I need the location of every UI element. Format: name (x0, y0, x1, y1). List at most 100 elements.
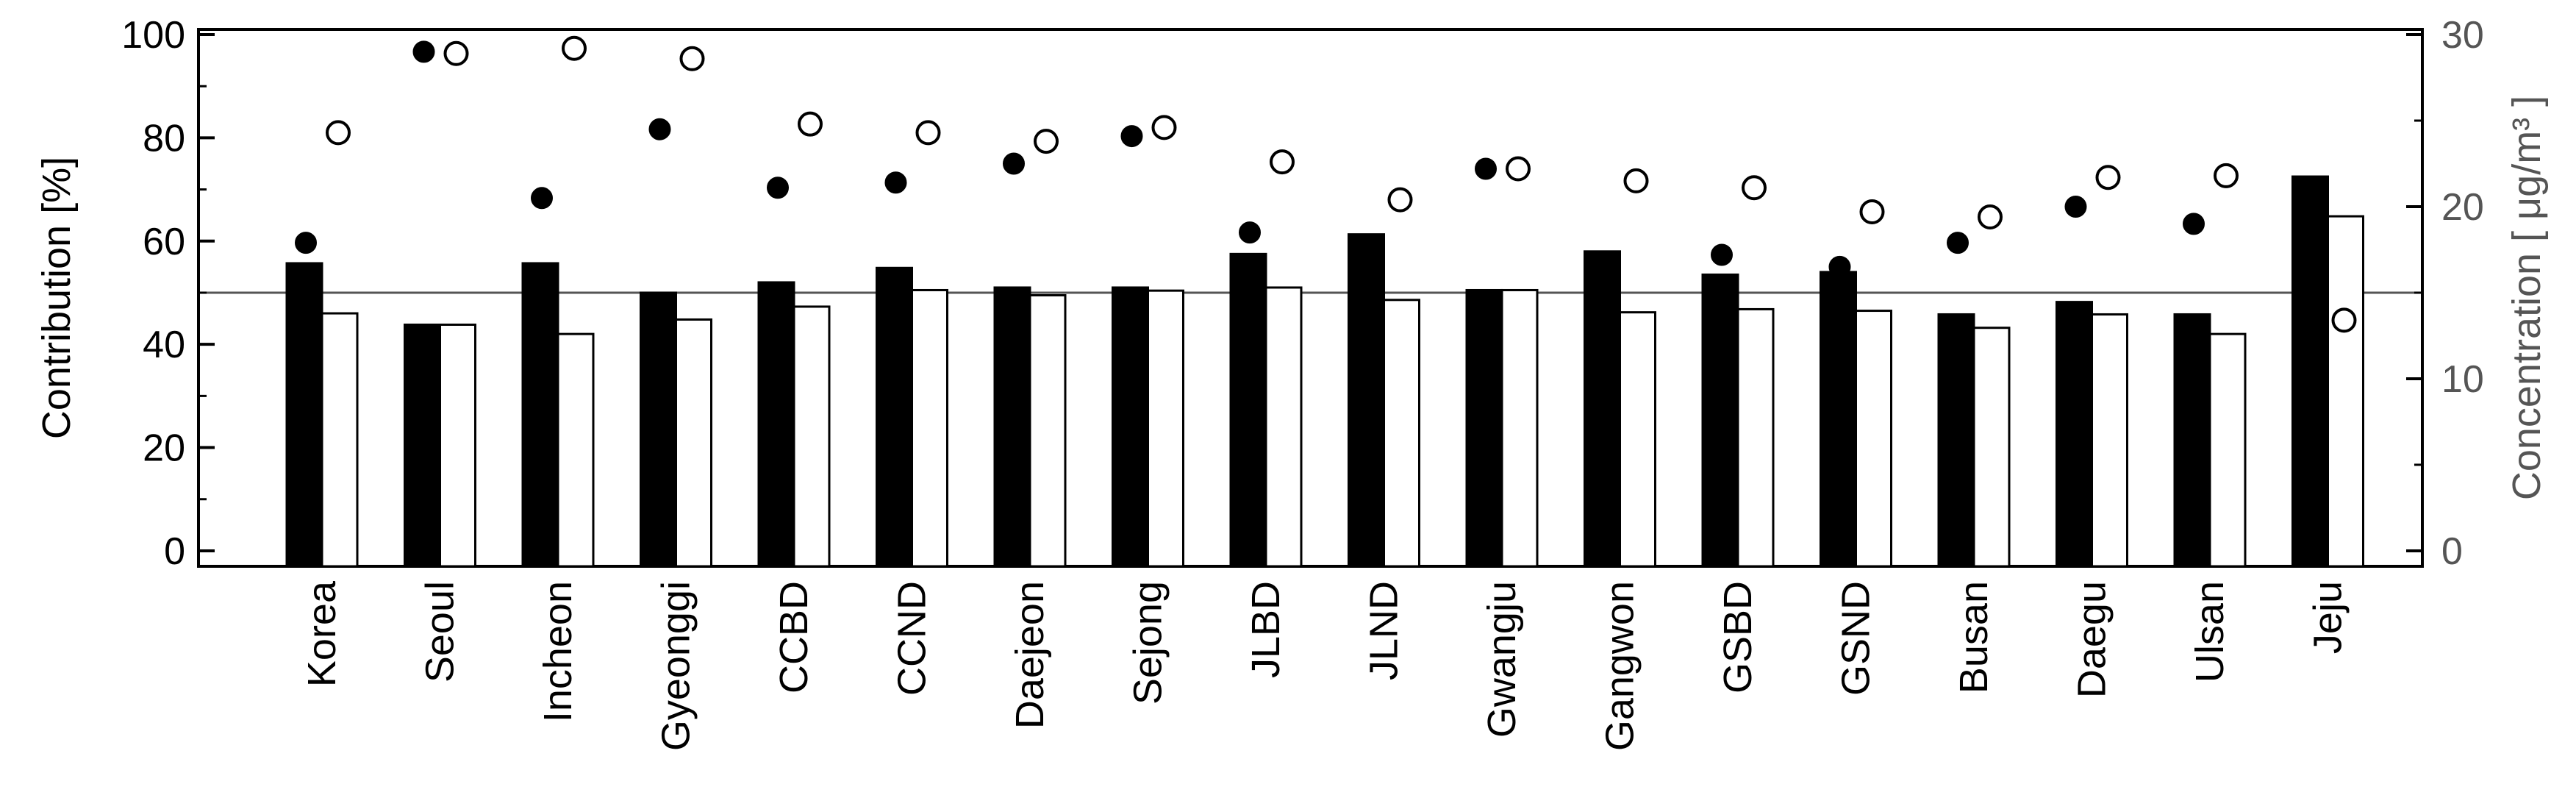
plot-frame (197, 28, 2424, 568)
bar-black-korea (285, 262, 323, 568)
bar-black-ccbd (757, 281, 795, 568)
bar-black-incheon (521, 262, 559, 568)
marker-filled-ccbd (767, 177, 789, 199)
y-left-title: Contribution [%] (35, 157, 79, 439)
bar-white-ccbd (793, 305, 831, 568)
category-label-ulsan: Ulsan (2188, 581, 2232, 683)
bar-white-gsnd (1855, 310, 1892, 568)
left-tick-label: 80 (143, 117, 185, 160)
left-tick-label: 100 (121, 14, 185, 57)
category-label-daejeon: Daejeon (1008, 581, 1052, 729)
marker-open-jlbd (1270, 149, 1295, 175)
category-label-gwangju: Gwangju (1480, 581, 1524, 738)
marker-filled-gwangju (1475, 157, 1497, 180)
bar-white-busan (1972, 327, 2011, 568)
left-tick-label: 60 (143, 221, 185, 263)
right-tick-label: 10 (2441, 358, 2484, 401)
bar-white-ccnd (911, 288, 948, 568)
marker-open-daegu (2095, 165, 2121, 190)
marker-open-daejeon (1034, 129, 1059, 154)
bar-white-gyeonggi (675, 318, 712, 568)
bar-white-seoul (439, 324, 476, 568)
bar-black-jlbd (1229, 252, 1267, 568)
bar-white-korea (321, 312, 359, 568)
marker-filled-daegu (2064, 195, 2087, 218)
bar-white-gwangju (1500, 288, 1539, 568)
marker-open-ulsan (2214, 163, 2239, 188)
marker-filled-seoul (412, 40, 435, 63)
category-label-busan: Busan (1952, 581, 1996, 694)
right-axis-ticks: 0 10 20 30 (2406, 14, 2484, 573)
marker-open-sejong (1151, 115, 1177, 140)
marker-open-busan (1978, 204, 2003, 230)
category-label-daegu: Daegu (2070, 581, 2114, 698)
marker-open-gangwon (1623, 168, 1649, 193)
marker-open-gyeonggi (679, 46, 705, 71)
bar-black-gwangju (1465, 288, 1503, 568)
category-label-sejong: Sejong (1126, 581, 1170, 705)
bar-black-jeju (2291, 175, 2329, 568)
bar-black-busan (1937, 313, 1975, 568)
bar-white-sejong (1147, 289, 1184, 568)
category-label-ccnd: CCND (890, 581, 934, 696)
marker-filled-gsnd (1828, 255, 1851, 278)
bar-black-daejeon (993, 286, 1031, 568)
category-label-gsbd: GSBD (1716, 581, 1760, 694)
left-tick-label: 20 (143, 427, 185, 470)
category-label-gsnd: GSND (1834, 581, 1878, 696)
bar-white-jlbd (1264, 286, 1303, 568)
category-label-gangwon: Gangwon (1598, 581, 1642, 751)
marker-open-jeju (2331, 307, 2357, 333)
marker-filled-gsbd (1711, 243, 1733, 266)
bar-white-daegu (2091, 313, 2128, 568)
y-right-title: Concentration [ μg/m³ ] (2505, 96, 2549, 500)
category-label-incheon: Incheon (536, 581, 580, 722)
bar-white-daejeon (1028, 293, 1067, 568)
marker-filled-busan (1947, 232, 1969, 254)
bar-black-ccnd (876, 266, 913, 568)
bar-black-gyeonggi (640, 291, 677, 568)
bar-black-gsnd (1820, 271, 1857, 568)
left-axis-ticks: 0 20 40 60 80 100 (121, 14, 215, 573)
bar-white-jeju (2327, 215, 2364, 568)
marker-filled-ccnd (884, 171, 907, 194)
marker-filled-sejong (1120, 125, 1143, 148)
category-label-jlbd: JLBD (1244, 581, 1288, 678)
right-tick-label: 30 (2441, 14, 2484, 57)
marker-filled-ulsan (2183, 213, 2205, 235)
marker-open-gwangju (1506, 156, 1531, 182)
bar-white-gangwon (1619, 311, 1656, 568)
marker-open-ccnd (915, 120, 941, 146)
marker-open-korea (326, 120, 351, 146)
bar-black-ulsan (2173, 313, 2211, 568)
marker-filled-incheon (531, 187, 553, 210)
category-label-ccbd: CCBD (772, 581, 816, 694)
marker-filled-jeju (2300, 345, 2323, 368)
bar-black-gangwon (1584, 250, 1621, 568)
category-label-gyeonggi: Gyeonggi (654, 581, 698, 751)
right-tick-label: 0 (2441, 530, 2463, 573)
category-labels: Korea Seoul Incheon Gyeonggi CCBD CCND Daejeon… (300, 580, 2350, 751)
category-label-jeju: Jeju (2306, 581, 2350, 654)
bars (285, 175, 2364, 568)
category-label-seoul: Seoul (418, 581, 462, 683)
marker-filled-gyeonggi (648, 118, 671, 140)
left-tick-label: 0 (164, 530, 185, 573)
left-tick-label: 40 (143, 324, 185, 366)
markers (295, 35, 2357, 368)
marker-open-gsbd (1742, 175, 1767, 201)
bar-white-ulsan (2208, 332, 2247, 568)
bar-black-sejong (1112, 286, 1149, 568)
marker-filled-jlbd (1239, 221, 1261, 244)
category-label-jlnd: JLND (1362, 581, 1406, 680)
bar-black-daegu (2056, 301, 2093, 568)
marker-filled-daejeon (1003, 152, 1025, 175)
bar-black-gsbd (1701, 273, 1739, 568)
marker-open-incheon (562, 35, 587, 61)
bar-white-incheon (557, 332, 595, 568)
marker-open-ccbd (798, 111, 823, 137)
marker-open-gsnd (1859, 199, 1885, 225)
marker-open-seoul (443, 40, 469, 66)
bar-black-jlnd (1348, 233, 1385, 568)
bar-white-jlnd (1383, 299, 1420, 568)
